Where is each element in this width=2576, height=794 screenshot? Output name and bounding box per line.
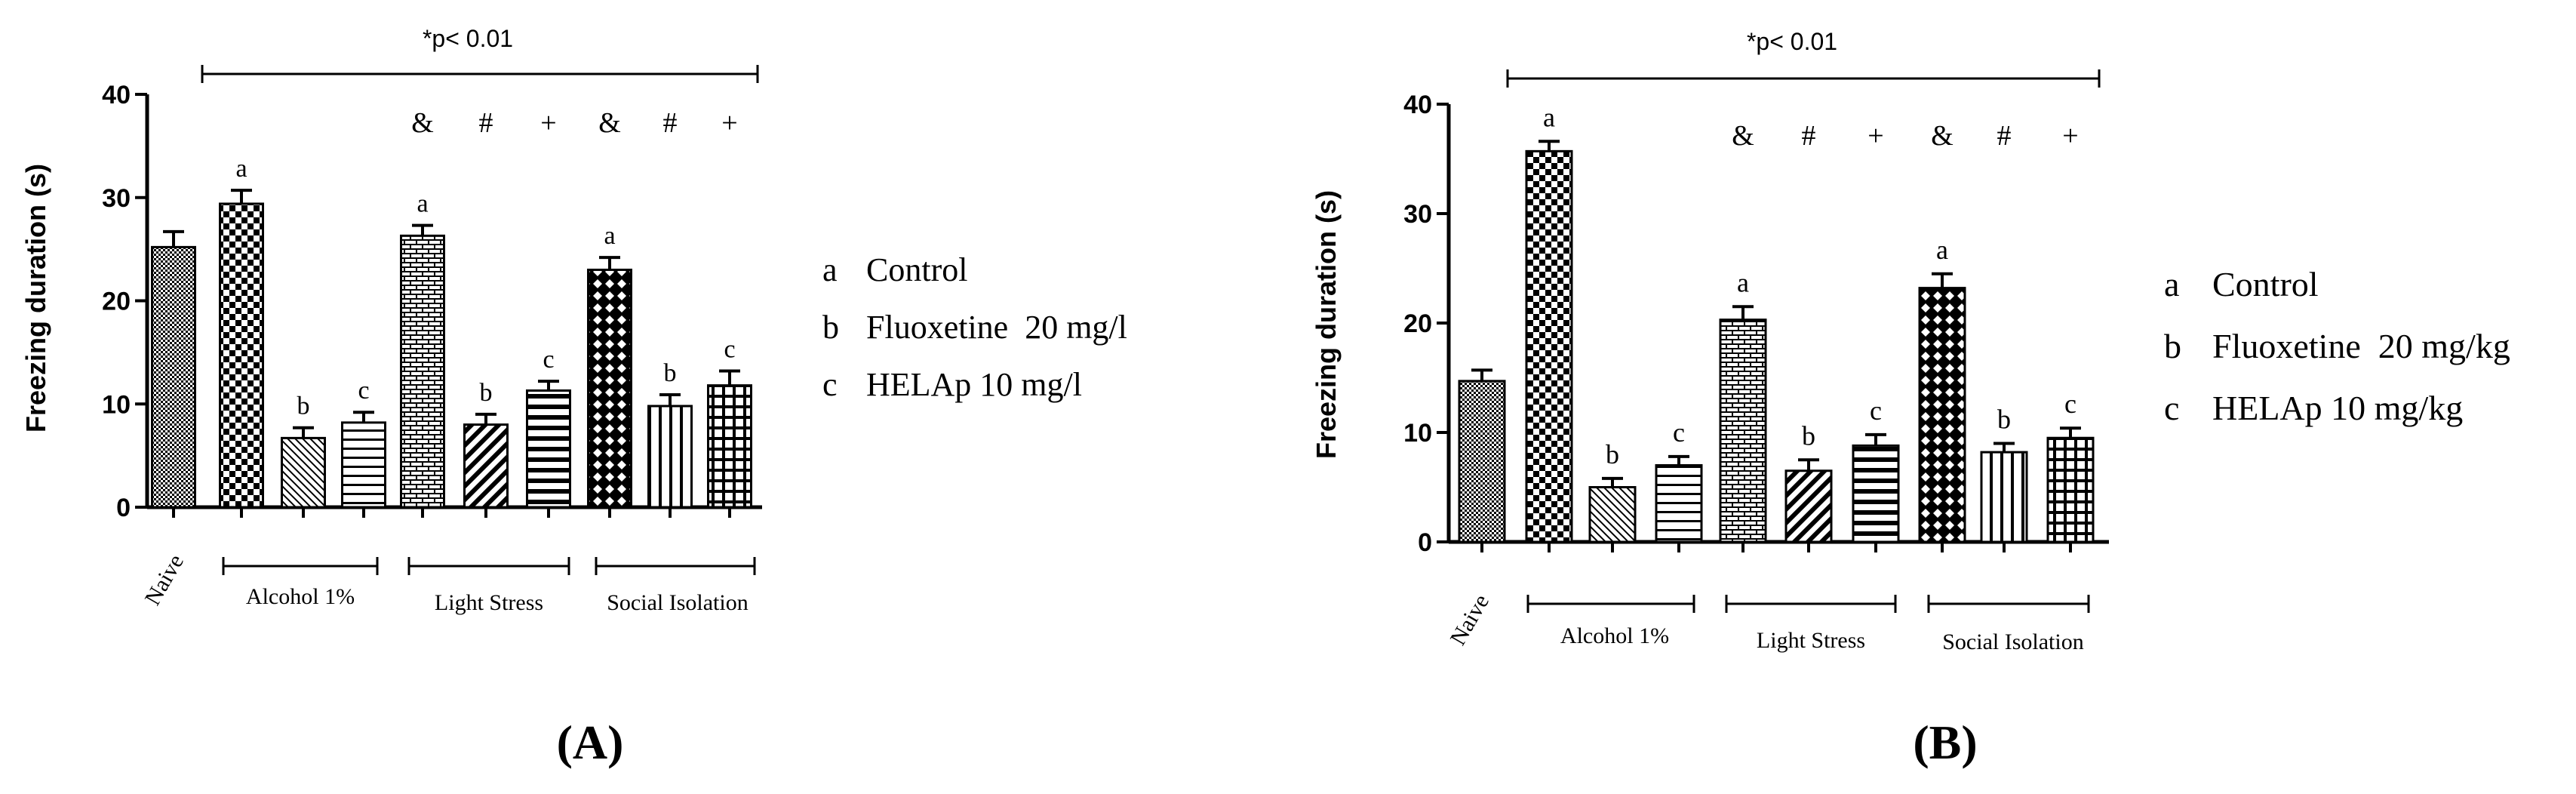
bar-comparison-marker: & <box>1732 120 1754 152</box>
bar-significance-letter: b <box>1606 439 1619 469</box>
bar <box>400 234 445 509</box>
legend-text-fluoxetine: Fluoxetine 20 mg/l <box>866 309 1127 346</box>
legend-letter-c: c <box>822 366 838 403</box>
bars <box>1458 140 2095 552</box>
bar <box>1588 486 1637 543</box>
group-label-light-stress: Light Stress <box>1757 628 1865 653</box>
y-tick-label: 10 <box>1403 419 1432 448</box>
legend-letter-b: b <box>822 309 839 346</box>
bar <box>1525 149 1573 543</box>
y-tick-label: 0 <box>116 494 131 522</box>
legend-letter-b: b <box>2164 327 2181 365</box>
bar-significance-letter: b <box>1997 405 2011 435</box>
bar <box>1918 287 1966 543</box>
legend: a Control b Fluoxetine 20 mg/l c HELAp 1… <box>822 251 1127 403</box>
y-tick-label: 20 <box>1403 309 1432 338</box>
y-tick-label: 30 <box>102 184 131 213</box>
y-tick-label: 40 <box>1403 91 1432 119</box>
bar <box>281 436 326 509</box>
y-tick-label: 10 <box>102 390 131 419</box>
legend-letter-c: c <box>2164 389 2179 427</box>
bar-significance-letter: a <box>417 190 428 218</box>
significance-note: *p< 0.01 <box>1747 28 1837 55</box>
bar-comparison-marker: # <box>663 107 678 139</box>
bar <box>341 421 386 509</box>
bar-significance-letter: c <box>543 346 554 374</box>
significance-note: *p< 0.01 <box>423 25 513 52</box>
bar-significance-letter: c <box>358 377 369 405</box>
bar-comparison-marker: # <box>1802 120 1816 152</box>
group-label-alcohol: Alcohol 1% <box>246 584 355 609</box>
bar-comparison-marker: # <box>1997 120 2012 152</box>
y-tick-label: 40 <box>102 81 131 109</box>
bar-comparison-marker: # <box>479 107 493 139</box>
panel-label: (B) <box>1913 716 1977 769</box>
bar <box>219 202 264 509</box>
bar-significance-letter: c <box>2064 389 2076 419</box>
bar <box>2046 436 2095 543</box>
y-axis-title: Freezing duration (s) <box>20 164 51 432</box>
bar-significance-letter: b <box>480 379 493 407</box>
bar-significance-letter: b <box>664 359 677 387</box>
bar <box>1980 451 2028 543</box>
y-tick-label: 0 <box>1418 528 1432 557</box>
bar-significance-letter: a <box>235 155 247 183</box>
legend-text-helap: HELAp 10 mg/l <box>866 366 1082 403</box>
y-axis-title: Freezing duration (s) <box>1311 190 1342 459</box>
group-label-alcohol: Alcohol 1% <box>1560 623 1669 648</box>
bar-significance-letter: a <box>1936 235 1948 265</box>
group-label-social-isolation: Social Isolation <box>1942 629 2083 654</box>
annotations: a b c a & b # c + a & b # c + <box>1526 102 2090 613</box>
legend-text-fluoxetine: Fluoxetine 20 mg/kg <box>2212 327 2510 365</box>
bar-comparison-marker: & <box>411 107 434 139</box>
legend-text-control: Control <box>2212 265 2319 303</box>
bar-comparison-marker: + <box>540 107 556 139</box>
bars <box>151 189 752 518</box>
legend-letter-a: a <box>2164 265 2179 303</box>
legend-text-helap: HELAp 10 mg/kg <box>2212 389 2463 427</box>
annotations: a b c a & b # c + a & b # c + <box>222 107 756 575</box>
bar <box>1458 380 1506 543</box>
bar <box>1719 319 1767 543</box>
bar <box>1784 469 1833 543</box>
bar-significance-letter: b <box>297 392 310 420</box>
bar-comparison-marker: & <box>598 107 621 139</box>
bar <box>647 405 693 509</box>
bar-significance-letter: a <box>1543 102 1555 132</box>
bar <box>587 268 632 509</box>
bar-significance-letter: b <box>1802 420 1815 451</box>
legend-letter-a: a <box>822 251 838 288</box>
panel-label: (A) <box>557 716 624 769</box>
bar-comparison-marker: & <box>1931 120 1954 152</box>
y-tick-label: 20 <box>102 288 131 316</box>
group-label-light-stress: Light Stress <box>435 590 543 615</box>
bar <box>151 245 196 509</box>
group-label-social-isolation: Social Isolation <box>607 590 748 615</box>
group-label-naive: Naive <box>140 550 189 610</box>
bar-comparison-marker: + <box>721 107 737 139</box>
bar-significance-letter: c <box>1870 395 1882 426</box>
bar <box>526 389 571 509</box>
bar-significance-letter: c <box>724 335 735 363</box>
bar <box>463 423 509 509</box>
bar-comparison-marker: + <box>1867 120 1883 152</box>
bar <box>707 384 752 509</box>
legend: a Control b Fluoxetine 20 mg/kg c HELAp … <box>2164 265 2510 427</box>
bar-significance-letter: c <box>1673 417 1685 448</box>
bar-significance-letter: a <box>604 222 615 250</box>
legend-text-control: Control <box>866 251 967 288</box>
bar-comparison-marker: + <box>2062 120 2078 152</box>
y-tick-label: 30 <box>1403 200 1432 229</box>
group-label-naive: Naive <box>1446 590 1494 650</box>
bar <box>1852 444 1900 543</box>
bar <box>1655 464 1703 543</box>
bar-significance-letter: a <box>1737 267 1749 297</box>
